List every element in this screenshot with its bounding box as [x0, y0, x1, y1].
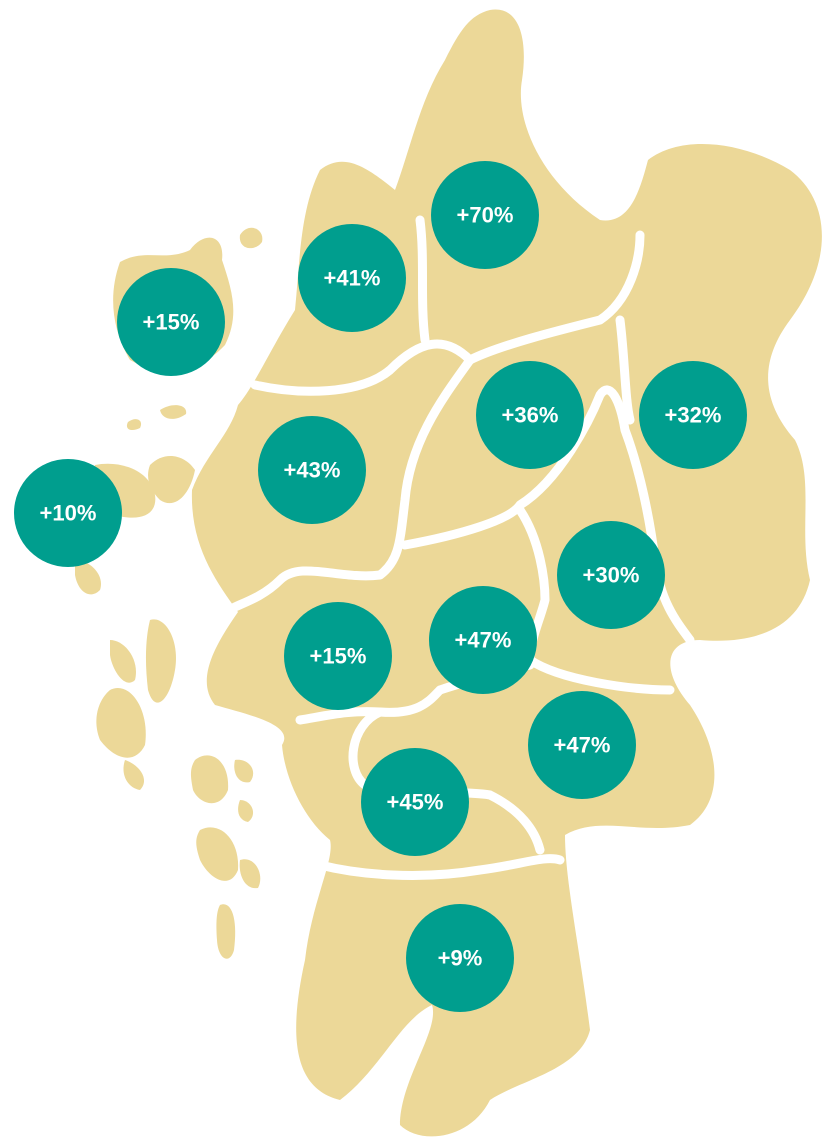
island: [126, 419, 142, 430]
region-label: +15%: [143, 310, 200, 335]
island: [234, 759, 254, 783]
island: [196, 827, 239, 881]
island: [96, 688, 146, 758]
border: [615, 315, 635, 425]
island: [123, 760, 145, 790]
region-label: +43%: [284, 458, 341, 483]
region-label: +15%: [310, 644, 367, 669]
region-bubble: [361, 748, 469, 856]
region-label: +45%: [387, 790, 444, 815]
border: [315, 854, 565, 880]
island: [239, 859, 261, 889]
island: [110, 640, 136, 683]
region-bubble: [14, 459, 122, 567]
island: [145, 619, 176, 703]
region-bubble: [406, 904, 514, 1012]
region-label: +10%: [40, 501, 97, 526]
region-label: +36%: [502, 403, 559, 428]
region-label: +47%: [455, 628, 512, 653]
island: [216, 904, 236, 959]
region-bubble: [476, 361, 584, 469]
island: [190, 755, 229, 804]
region-label: +47%: [554, 733, 611, 758]
region-bubble: [557, 521, 665, 629]
border: [415, 215, 430, 345]
region-label: +70%: [457, 203, 514, 228]
region-bubble: [639, 361, 747, 469]
border: [225, 355, 475, 615]
island: [160, 405, 187, 419]
island: [75, 560, 101, 595]
region-bubble: [258, 416, 366, 524]
region-bubble: [284, 602, 392, 710]
region-bubble: [117, 268, 225, 376]
region-label: +9%: [438, 946, 483, 971]
region-label: +41%: [324, 266, 381, 291]
region-bubble: [429, 586, 537, 694]
region-bubble: [298, 224, 406, 332]
region-label: +32%: [665, 403, 722, 428]
island: [238, 800, 254, 822]
island: [239, 227, 263, 249]
region-labels: +70% +41% +15% +36% +32% +43% +10% +30% +47% +15%…: [14, 161, 747, 1012]
region-bubble: [528, 691, 636, 799]
region-bubble: [431, 161, 539, 269]
region-label: +30%: [583, 563, 640, 588]
island: [148, 455, 195, 504]
